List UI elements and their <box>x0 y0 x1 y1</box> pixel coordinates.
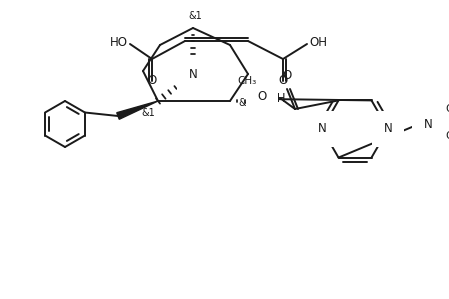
Polygon shape <box>117 101 158 119</box>
Text: NH: NH <box>269 91 286 104</box>
Text: N: N <box>189 68 198 80</box>
Text: &1: &1 <box>141 108 155 118</box>
Text: &1: &1 <box>188 11 202 21</box>
Text: CH₃: CH₃ <box>238 76 257 86</box>
Text: N: N <box>423 118 432 130</box>
Text: N: N <box>383 123 392 135</box>
Text: &1: &1 <box>238 98 252 108</box>
Text: CH₃: CH₃ <box>445 131 449 141</box>
Text: O: O <box>257 91 267 103</box>
Text: HO: HO <box>110 36 128 50</box>
Text: N: N <box>317 123 326 135</box>
Text: OH: OH <box>309 36 327 50</box>
Text: CH₃: CH₃ <box>445 104 449 114</box>
Text: O: O <box>278 74 288 87</box>
Text: O: O <box>147 74 157 87</box>
Text: O: O <box>282 69 291 82</box>
